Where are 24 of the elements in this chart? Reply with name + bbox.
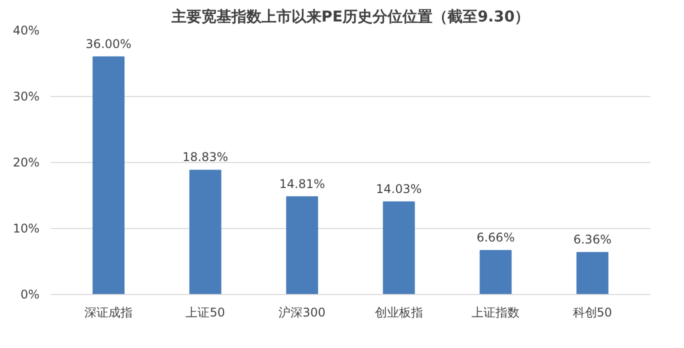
- bar: [92, 56, 125, 294]
- y-tick-label: 20%: [12, 156, 40, 170]
- y-tick-label: 30%: [12, 90, 40, 104]
- bar: [189, 170, 222, 294]
- chart-title: 主要宽基指数上市以来PE历史分位位置（截至9.30）: [170, 8, 530, 26]
- data-label: 14.81%: [279, 176, 325, 191]
- data-label: 6.36%: [573, 232, 612, 247]
- x-tick-label: 上证指数: [472, 306, 520, 320]
- x-tick-label: 创业板指: [374, 306, 423, 320]
- data-label: 14.03%: [376, 182, 422, 196]
- y-tick-label: 40%: [12, 24, 40, 38]
- data-label: 36.00%: [86, 36, 132, 51]
- data-label: 6.66%: [476, 230, 515, 245]
- x-tick-label: 沪深300: [278, 306, 326, 320]
- y-tick-label: 10%: [12, 222, 40, 236]
- x-tick-label: 上证50: [186, 306, 225, 320]
- bar: [480, 250, 512, 294]
- x-tick-label: 科创50: [572, 306, 612, 320]
- y-tick-label: 0%: [20, 288, 40, 302]
- bar: [576, 252, 608, 294]
- bar: [382, 201, 415, 294]
- data-label: 18.83%: [182, 150, 228, 164]
- x-tick-label: 深证成指: [84, 306, 133, 320]
- bar: [286, 196, 318, 294]
